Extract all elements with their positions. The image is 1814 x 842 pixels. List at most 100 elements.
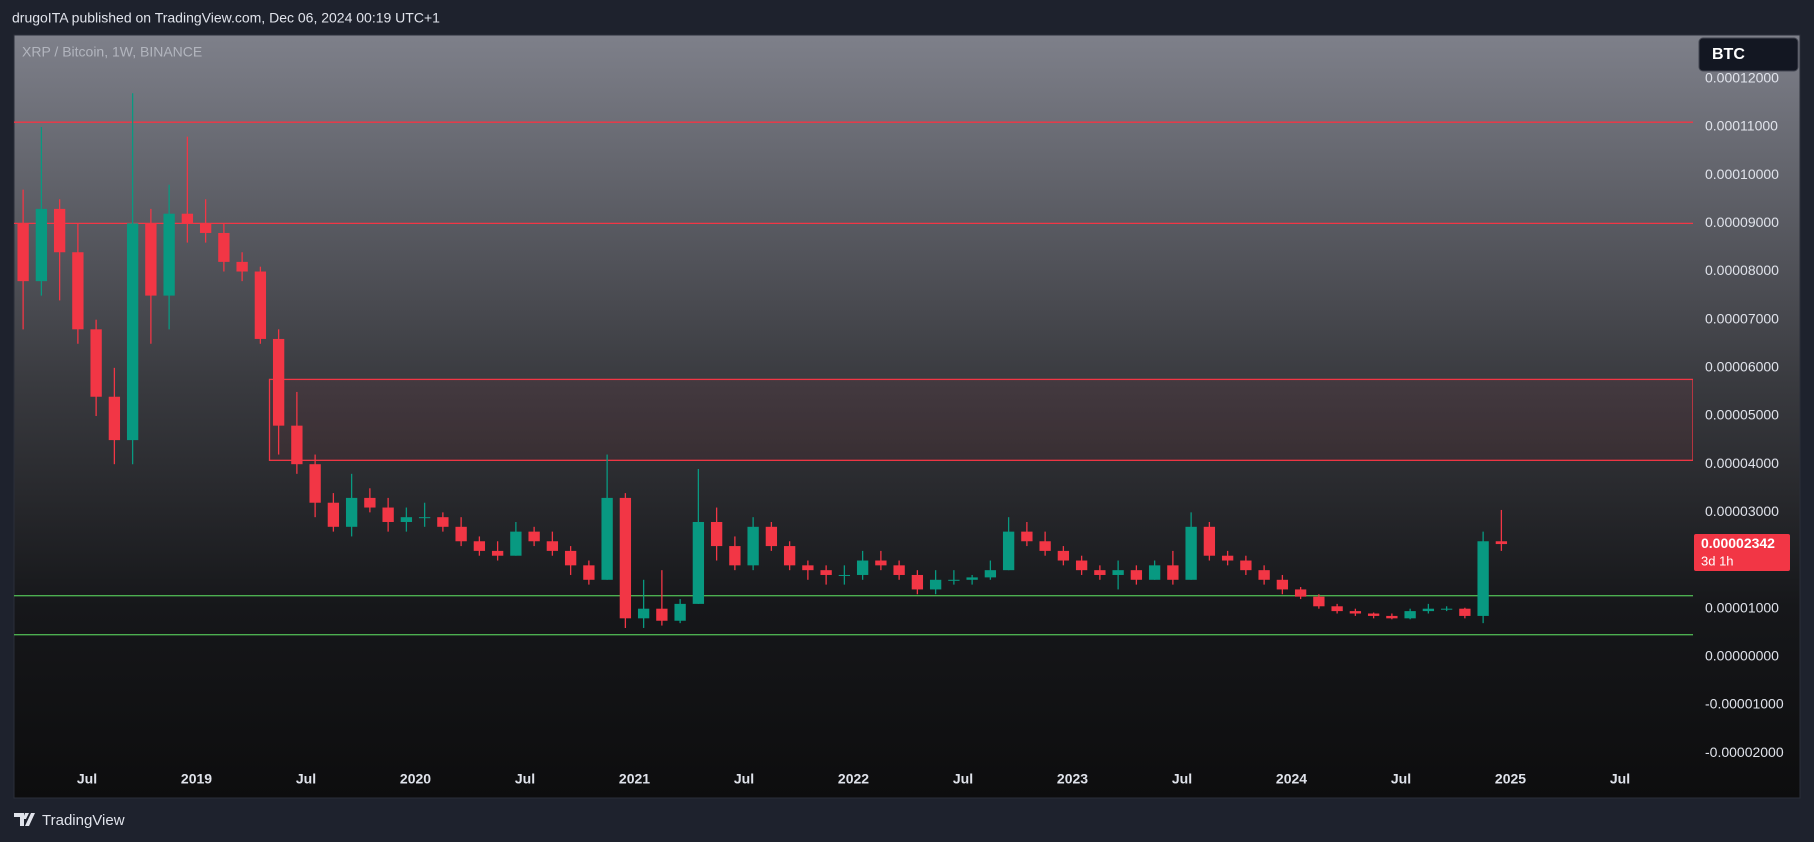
candle-body <box>291 425 303 465</box>
candle-body <box>382 507 394 522</box>
candle-body <box>601 497 613 580</box>
candle-body <box>893 565 905 575</box>
candle-body <box>583 565 595 580</box>
candle-body <box>1167 565 1179 580</box>
candle-body <box>765 526 778 547</box>
x-tick-label: 2024 <box>1276 771 1307 787</box>
x-tick-label: Jul <box>1391 771 1411 787</box>
countdown-label: 3d 1h <box>1701 553 1734 568</box>
candle-body <box>729 546 741 566</box>
publish-info: drugoITA published on TradingView.com, D… <box>12 10 440 26</box>
candle-body <box>966 577 978 580</box>
candle-body <box>345 497 358 527</box>
candle-body <box>254 271 267 339</box>
candle-body <box>528 531 540 542</box>
candle-body <box>1349 611 1362 614</box>
candle-body <box>181 213 194 224</box>
candle-body <box>546 541 559 551</box>
candle-body <box>145 223 157 296</box>
y-tick-label: 0.00000000 <box>1705 648 1779 664</box>
y-tick-label: 0.00003000 <box>1705 503 1779 519</box>
candle-body <box>364 497 376 508</box>
candle-body <box>1240 560 1252 571</box>
brand-logo: TradingView <box>14 812 125 829</box>
last-price-label: 0.00002342 <box>1701 535 1775 551</box>
y-tick-label: -0.00002000 <box>1705 744 1784 760</box>
candle-body <box>1495 541 1508 545</box>
candle-body <box>1459 608 1471 616</box>
candle-body <box>1130 570 1143 580</box>
axes: 0.00012000 0.00011000 0.00010000 0.00009000… <box>77 70 1790 787</box>
x-tick-label: 2019 <box>181 771 212 787</box>
candle-body <box>1258 570 1270 580</box>
candle-body <box>1422 608 1435 612</box>
candle-body <box>1112 570 1124 575</box>
currency-label[interactable]: BTC <box>1712 46 1745 63</box>
y-tick-label: 0.00009000 <box>1705 214 1779 230</box>
candle-body <box>710 521 723 547</box>
candle-body <box>1386 615 1398 619</box>
last-price-box <box>1694 534 1790 572</box>
candle-body <box>747 526 759 566</box>
x-tick-label: Jul <box>515 771 535 787</box>
y-tick-label: 0.00008000 <box>1705 262 1779 278</box>
candle-body <box>199 223 212 233</box>
candle-body <box>1185 526 1197 580</box>
candle-body <box>692 521 705 604</box>
x-tick-label: 2022 <box>838 771 869 787</box>
x-tick-label: 2020 <box>400 771 431 787</box>
candle-body <box>309 464 321 503</box>
candle-body <box>911 574 924 590</box>
candle-body <box>1477 541 1489 616</box>
candle-body <box>1367 613 1380 616</box>
candle-body <box>1148 565 1161 580</box>
candle-body <box>1021 531 1033 542</box>
x-tick-label: Jul <box>1610 771 1630 787</box>
candle-body <box>1221 555 1234 561</box>
x-tick-label: Jul <box>296 771 316 787</box>
currency-button[interactable] <box>1698 37 1799 72</box>
candle-body <box>236 261 248 272</box>
candle-body <box>984 570 997 578</box>
candle-body <box>218 232 230 262</box>
y-tick-label: -0.00001000 <box>1705 696 1784 712</box>
candle-body <box>473 541 486 551</box>
candle-body <box>17 223 29 282</box>
candle-body <box>108 396 121 441</box>
x-tick-label: Jul <box>734 771 754 787</box>
candle-body <box>1331 606 1343 612</box>
chart-panel <box>13 34 1801 799</box>
candle-body <box>1294 589 1307 597</box>
candle-body <box>619 497 632 619</box>
y-tick-label: 0.00010000 <box>1705 166 1779 182</box>
y-tick-label: 0.00007000 <box>1705 310 1779 326</box>
candle-body <box>1039 541 1051 551</box>
candle-body <box>783 546 796 566</box>
candle-body <box>1313 596 1325 607</box>
y-tick-label: 0.00005000 <box>1705 407 1779 423</box>
candle-body <box>272 338 285 426</box>
candle-body <box>35 208 48 282</box>
candle-body <box>1276 579 1289 590</box>
candle-body <box>437 517 449 527</box>
candle-body <box>656 608 668 621</box>
y-tick-label: 0.00001000 <box>1705 599 1779 615</box>
candle-body <box>856 560 869 575</box>
x-tick-label: 2021 <box>619 771 650 787</box>
candle-body <box>327 502 340 527</box>
candle-body <box>1057 550 1070 561</box>
x-tick-label: Jul <box>1172 771 1192 787</box>
logo-icon <box>14 813 35 826</box>
candle-body <box>1075 560 1088 571</box>
candle-body <box>90 329 102 397</box>
candle-body <box>455 526 467 542</box>
y-tick-label: 0.00006000 <box>1705 359 1779 375</box>
candle-body <box>72 252 84 330</box>
x-tick-label: 2025 <box>1495 771 1526 787</box>
candle-body <box>53 208 66 253</box>
candle-body <box>491 550 504 556</box>
candle-body <box>126 223 139 441</box>
candle-body <box>637 608 650 619</box>
candle-body <box>163 213 175 296</box>
